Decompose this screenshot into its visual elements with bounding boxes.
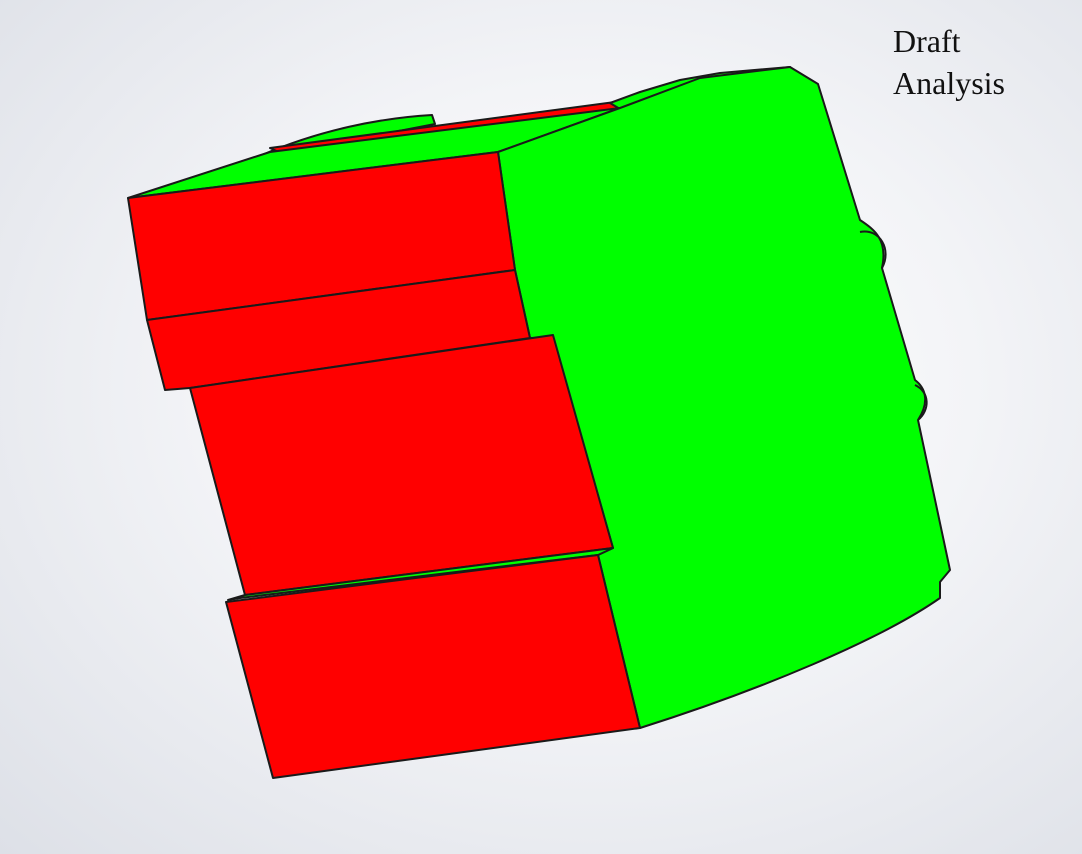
draft-analysis-label: Draft Analysis <box>893 20 1005 104</box>
right-side-face <box>497 66 951 729</box>
right-bump-upper <box>859 230 887 269</box>
green-ledge <box>227 547 614 601</box>
label-line-2: Analysis <box>893 65 1005 101</box>
front-slab-4 <box>225 554 641 779</box>
label-line-1: Draft <box>893 23 961 59</box>
right-bump-lower <box>914 384 928 421</box>
